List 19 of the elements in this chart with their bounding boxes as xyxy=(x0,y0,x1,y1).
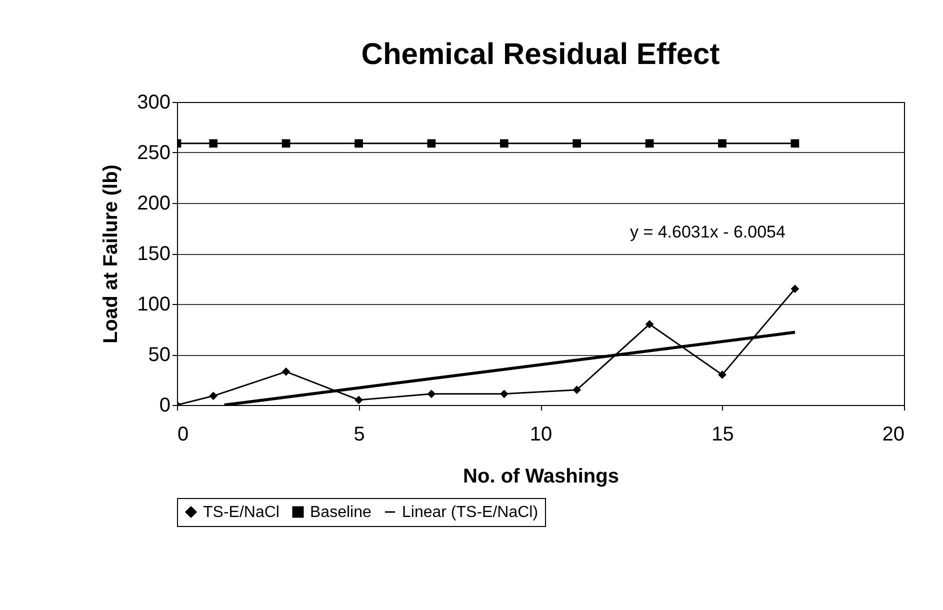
legend-label: TS-E/NaCl xyxy=(203,504,280,521)
y-tick-label: 50 xyxy=(148,344,170,366)
chart-title: Chemical Residual Effect xyxy=(361,38,720,71)
y-tick-label: 150 xyxy=(137,243,170,265)
x-tick-label: 20 xyxy=(882,424,904,446)
y-tick-label: 0 xyxy=(159,394,170,416)
y-axis-title: Load at Failure (lb) xyxy=(100,164,122,344)
y-tick-label: 100 xyxy=(137,294,170,316)
x-tick-label: 0 xyxy=(178,424,189,446)
y-tick-label: 250 xyxy=(137,142,170,164)
legend-label: Linear (TS-E/NaCl) xyxy=(402,504,538,521)
y-tick-label: 300 xyxy=(137,92,170,114)
x-tick-label: 15 xyxy=(712,424,734,446)
legend-label: Baseline xyxy=(310,504,372,521)
x-tick-label: 10 xyxy=(530,424,552,446)
y-tick-label: 200 xyxy=(137,192,170,214)
x-tick-label: 5 xyxy=(354,424,365,446)
annotation: y = 4.6031x - 6.0054 xyxy=(630,222,786,242)
x-axis-title: No. of Washings xyxy=(463,466,619,488)
